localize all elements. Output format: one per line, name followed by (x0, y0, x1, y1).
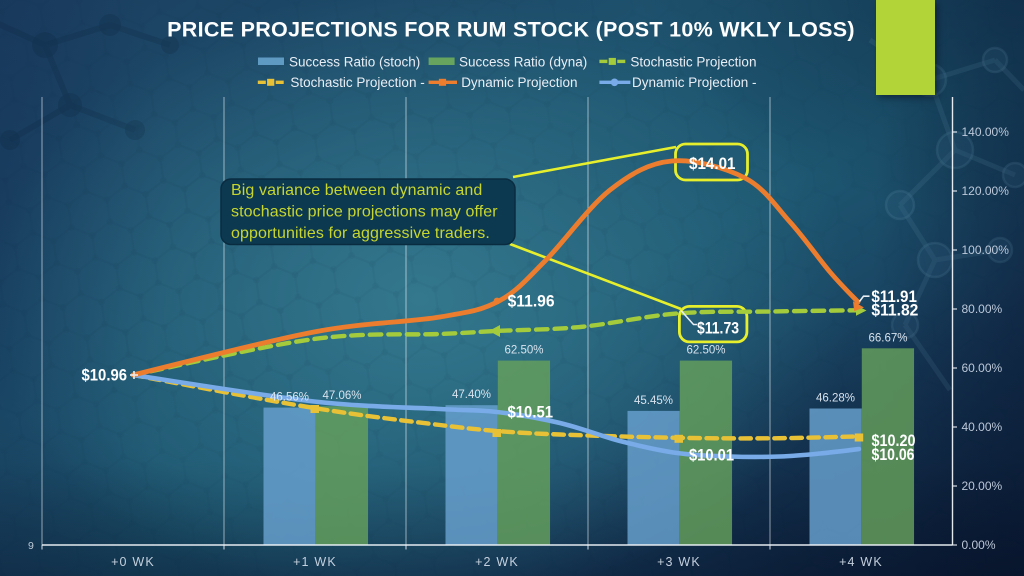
svg-text:40.00%: 40.00% (962, 420, 1003, 434)
svg-text:$10.96: $10.96 (82, 366, 128, 385)
svg-text:+1 WK: +1 WK (293, 555, 337, 569)
svg-text:$11.73: $11.73 (697, 319, 739, 338)
svg-text:PRICE PROJECTIONS FOR RUM STOC: PRICE PROJECTIONS FOR RUM STOCK (POST 10… (167, 17, 855, 41)
svg-text:Dynamic Projection -: Dynamic Projection - (632, 75, 757, 90)
svg-text:45.45%: 45.45% (634, 395, 673, 407)
svg-text:47.40%: 47.40% (452, 389, 491, 401)
svg-text:Success Ratio (dyna): Success Ratio (dyna) (459, 54, 587, 69)
svg-text:stochastic price projections m: stochastic price projections may offer (231, 204, 498, 221)
svg-text:80.00%: 80.00% (962, 302, 1003, 316)
svg-text:140.00%: 140.00% (962, 125, 1010, 139)
svg-text:opportunities for aggressive t: opportunities for aggressive traders. (231, 225, 490, 242)
svg-text:+3 WK: +3 WK (657, 555, 701, 569)
svg-text:66.67%: 66.67% (868, 332, 907, 344)
svg-text:62.50%: 62.50% (686, 345, 725, 357)
svg-text:Stochastic Projection: Stochastic Projection (630, 54, 756, 69)
svg-text:$10.20: $10.20 (872, 431, 916, 450)
svg-text:+4 WK: +4 WK (839, 555, 883, 569)
svg-text:100.00%: 100.00% (962, 243, 1010, 257)
svg-text:$14.01: $14.01 (689, 154, 736, 173)
svg-text:Success Ratio (stoch): Success Ratio (stoch) (289, 54, 420, 69)
svg-text:9: 9 (28, 540, 34, 552)
svg-text:120.00%: 120.00% (962, 184, 1010, 198)
svg-text:$10.01: $10.01 (689, 446, 734, 465)
svg-text:$11.96: $11.96 (508, 292, 555, 311)
svg-text:0.00%: 0.00% (962, 538, 996, 552)
svg-text:46.56%: 46.56% (270, 392, 309, 404)
svg-text:46.28%: 46.28% (816, 393, 855, 405)
svg-text:+0 WK: +0 WK (111, 555, 155, 569)
svg-text:$11.82: $11.82 (871, 301, 918, 320)
svg-text:+2 WK: +2 WK (475, 555, 519, 569)
svg-text:20.00%: 20.00% (962, 479, 1003, 493)
svg-text:60.00%: 60.00% (962, 361, 1003, 375)
svg-text:Stochastic Projection -: Stochastic Projection - (290, 75, 424, 90)
svg-text:Big variance between dynamic a: Big variance between dynamic and (231, 182, 482, 199)
svg-text:Dynamic Projection: Dynamic Projection (461, 75, 577, 90)
svg-text:$10.06: $10.06 (872, 445, 915, 464)
svg-text:$10.51: $10.51 (508, 403, 554, 422)
svg-text:47.06%: 47.06% (322, 390, 361, 402)
svg-text:$11.91: $11.91 (871, 287, 917, 306)
svg-text:62.50%: 62.50% (504, 345, 543, 357)
